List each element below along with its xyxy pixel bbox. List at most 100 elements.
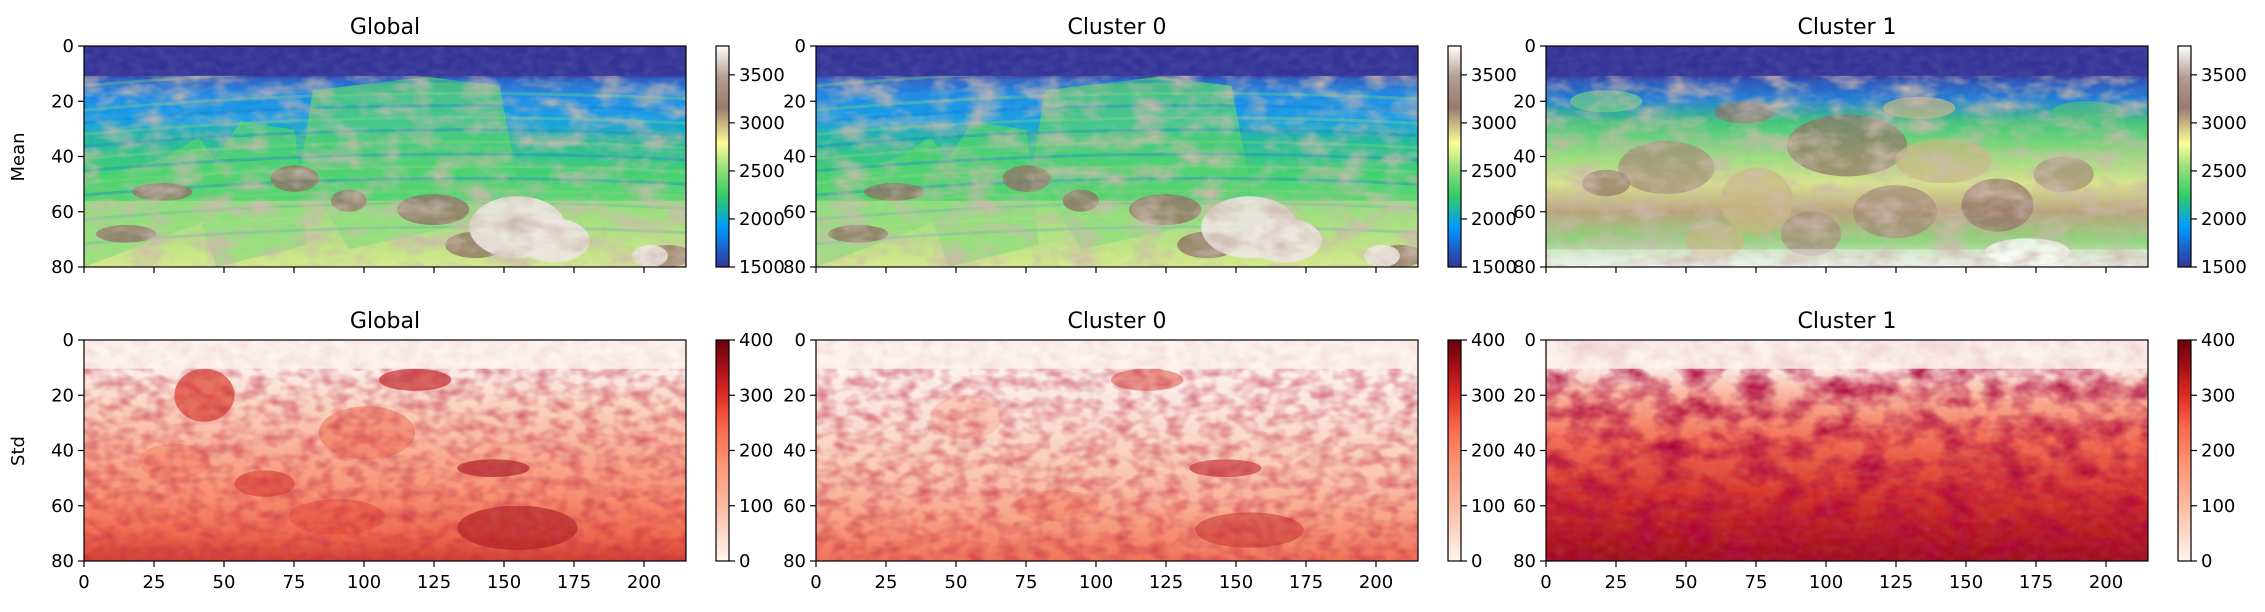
panel-title: Cluster 0	[1067, 15, 1166, 40]
colorbar-gradient	[715, 339, 730, 562]
colorbar-tick-label: 3000	[1471, 113, 1517, 134]
colorbar-tick-label: 100	[1471, 496, 1505, 517]
colorbar-tick-label: 300	[739, 385, 773, 406]
y-tick-label: 40	[1513, 147, 1536, 168]
colorbar-tick-label: 2000	[2201, 209, 2247, 230]
y-tick-label: 40	[51, 147, 74, 168]
y-tick-label: 60	[51, 202, 74, 223]
y-tick-label: 40	[783, 147, 806, 168]
colorbar-gradient	[2177, 339, 2192, 562]
colorbar-tick-label: 3000	[739, 113, 785, 134]
x-tick-label: 100	[347, 572, 381, 593]
y-tick-label: 80	[1513, 257, 1536, 278]
x-tick-label: 25	[143, 572, 166, 593]
colorbar: 1500 2000 2500 3000 3500	[715, 45, 785, 278]
y-tick-label: 60	[783, 496, 806, 517]
colorbar-gradient	[715, 45, 730, 268]
x-tick-label: 0	[78, 572, 89, 593]
y-tick-label: 20	[783, 385, 806, 406]
x-tick-label: 50	[945, 572, 968, 593]
row-label-mean: Mean	[8, 132, 29, 181]
panel-title: Cluster 1	[1797, 309, 1896, 334]
colorbar: 0 100 200 300 400	[2177, 330, 2235, 572]
x-tick-label: 0	[1540, 572, 1551, 593]
x-tick-label: 100	[1079, 572, 1113, 593]
y-tick-label: 0	[63, 330, 74, 351]
x-tick-label: 50	[213, 572, 236, 593]
colorbar-tick-label: 2500	[2201, 161, 2247, 182]
panel-mean-0: Global 0 20 40 60 80 1500 2000 2500 3000 3500	[51, 15, 785, 278]
x-tick-label: 75	[1015, 572, 1038, 593]
x-tick-label: 75	[1745, 572, 1768, 593]
colorbar: 0 100 200 300 400	[1447, 330, 1505, 572]
x-tick-label: 150	[487, 572, 521, 593]
colorbar-tick-label: 200	[739, 441, 773, 462]
y-tick-label: 80	[51, 257, 74, 278]
colorbar-tick-label: 100	[739, 496, 773, 517]
y-tick-label: 60	[51, 496, 74, 517]
y-tick-label: 80	[51, 551, 74, 572]
colorbar-tick-label: 0	[2201, 551, 2212, 572]
colorbar-gradient	[1447, 45, 1462, 268]
x-tick-label: 150	[1949, 572, 1983, 593]
colorbar-tick-label: 0	[1471, 551, 1482, 572]
colorbar-tick-label: 3000	[2201, 113, 2247, 134]
x-tick-label: 125	[1149, 572, 1183, 593]
x-tick-label: 100	[1809, 572, 1843, 593]
colorbar-tick-label: 400	[739, 330, 773, 351]
x-tick-label: 75	[283, 572, 306, 593]
heatmap-image	[1546, 46, 2148, 267]
panel-title: Global	[350, 15, 420, 40]
panel-mean-2: Cluster 1 0 20 40 60 80 1500 2000 2500 3000 3500	[1513, 15, 2247, 278]
colorbar-tick-label: 400	[1471, 330, 1505, 351]
colorbar: 1500 2000 2500 3000 3500	[1447, 45, 1517, 278]
y-tick-label: 0	[795, 330, 806, 351]
x-tick-label: 50	[1675, 572, 1698, 593]
panel-mean-1: Cluster 0 0 20 40 60 80 1500 2000 2500 3000 3500	[783, 15, 1517, 278]
y-tick-label: 40	[51, 441, 74, 462]
y-tick-label: 20	[783, 91, 806, 112]
colorbar-tick-label: 2500	[739, 161, 785, 182]
colorbar-tick-label: 200	[2201, 441, 2235, 462]
x-tick-label: 125	[417, 572, 451, 593]
panel-title: Cluster 1	[1797, 15, 1896, 40]
colorbar-tick-label: 1500	[1471, 257, 1517, 278]
y-tick-label: 20	[51, 385, 74, 406]
x-tick-label: 200	[627, 572, 661, 593]
x-tick-label: 25	[875, 572, 898, 593]
y-tick-label: 20	[1513, 385, 1536, 406]
colorbar: 0 100 200 300 400	[715, 330, 773, 572]
heatmap-image	[84, 46, 686, 267]
row-label-std: Std	[8, 436, 29, 466]
x-tick-label: 125	[1879, 572, 1913, 593]
heatmap-image	[84, 340, 686, 561]
y-tick-label: 0	[1525, 330, 1536, 351]
colorbar-tick-label: 3500	[1471, 65, 1517, 86]
colorbar-tick-label: 200	[1471, 441, 1505, 462]
colorbar-tick-label: 400	[2201, 330, 2235, 351]
y-tick-label: 80	[783, 551, 806, 572]
heatmap-image	[1546, 340, 2148, 561]
colorbar-tick-label: 0	[739, 551, 750, 572]
colorbar-tick-label: 3500	[2201, 65, 2247, 86]
y-tick-label: 80	[1513, 551, 1536, 572]
y-tick-label: 20	[51, 91, 74, 112]
y-tick-label: 60	[1513, 496, 1536, 517]
panel-title: Cluster 0	[1067, 309, 1166, 334]
x-tick-label: 200	[1359, 572, 1393, 593]
colorbar-gradient	[1447, 339, 1462, 562]
y-tick-label: 60	[783, 202, 806, 223]
y-tick-label: 20	[1513, 91, 1536, 112]
heatmap-image	[816, 46, 1418, 267]
x-tick-label: 200	[2089, 572, 2123, 593]
x-tick-label: 175	[557, 572, 591, 593]
x-tick-label: 175	[1289, 572, 1323, 593]
colorbar-tick-label: 300	[2201, 385, 2235, 406]
y-tick-label: 0	[795, 36, 806, 57]
x-tick-label: 150	[1219, 572, 1253, 593]
colorbar-tick-label: 2000	[739, 209, 785, 230]
colorbar-gradient	[2177, 45, 2192, 268]
